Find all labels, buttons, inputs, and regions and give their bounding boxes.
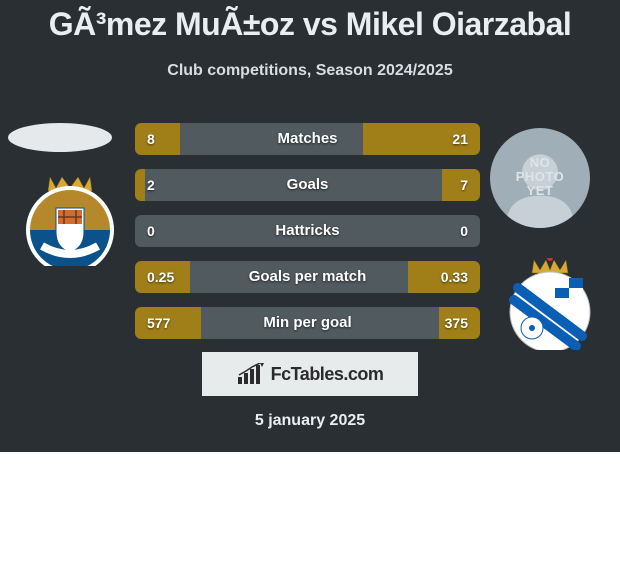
subtitle: Club competitions, Season 2024/2025 xyxy=(0,62,620,80)
stat-label: Hattricks xyxy=(135,215,480,247)
bar-chart-icon xyxy=(237,363,265,385)
stat-value-right: 0.33 xyxy=(441,261,468,293)
stat-label: Min per goal xyxy=(135,307,480,339)
stat-value-right: 375 xyxy=(445,307,468,339)
stat-value-right: 7 xyxy=(460,169,468,201)
stat-row: 577Min per goal375 xyxy=(135,307,480,339)
stat-label: Matches xyxy=(135,123,480,155)
stats-table: 8Matches21 2Goals7 0Hattricks0 0.25Goals pe… xyxy=(135,123,480,353)
date-label: 5 january 2025 xyxy=(0,412,620,430)
stat-row: 2Goals7 xyxy=(135,169,480,201)
watermark-box: FcTables.com xyxy=(202,352,418,396)
club-crest-left xyxy=(20,174,120,266)
stat-row: 8Matches21 xyxy=(135,123,480,155)
shield-icon xyxy=(500,258,600,350)
stat-label: Goals xyxy=(135,169,480,201)
comparison-card: GÃ³mez MuÃ±oz vs Mikel Oiarzabal Club co… xyxy=(0,0,620,452)
stat-label: Goals per match xyxy=(135,261,480,293)
stat-row: 0Hattricks0 xyxy=(135,215,480,247)
club-crest-right xyxy=(500,258,600,350)
player-photo-left-placeholder xyxy=(8,123,112,152)
stat-value-right: 21 xyxy=(452,123,468,155)
shield-icon xyxy=(20,174,120,266)
watermark-label: FcTables.com xyxy=(271,364,384,385)
stat-row: 0.25Goals per match0.33 xyxy=(135,261,480,293)
no-photo-label: NO PHOTO YET xyxy=(490,156,590,198)
stat-value-right: 0 xyxy=(460,215,468,247)
page-title: GÃ³mez MuÃ±oz vs Mikel Oiarzabal xyxy=(0,6,620,43)
